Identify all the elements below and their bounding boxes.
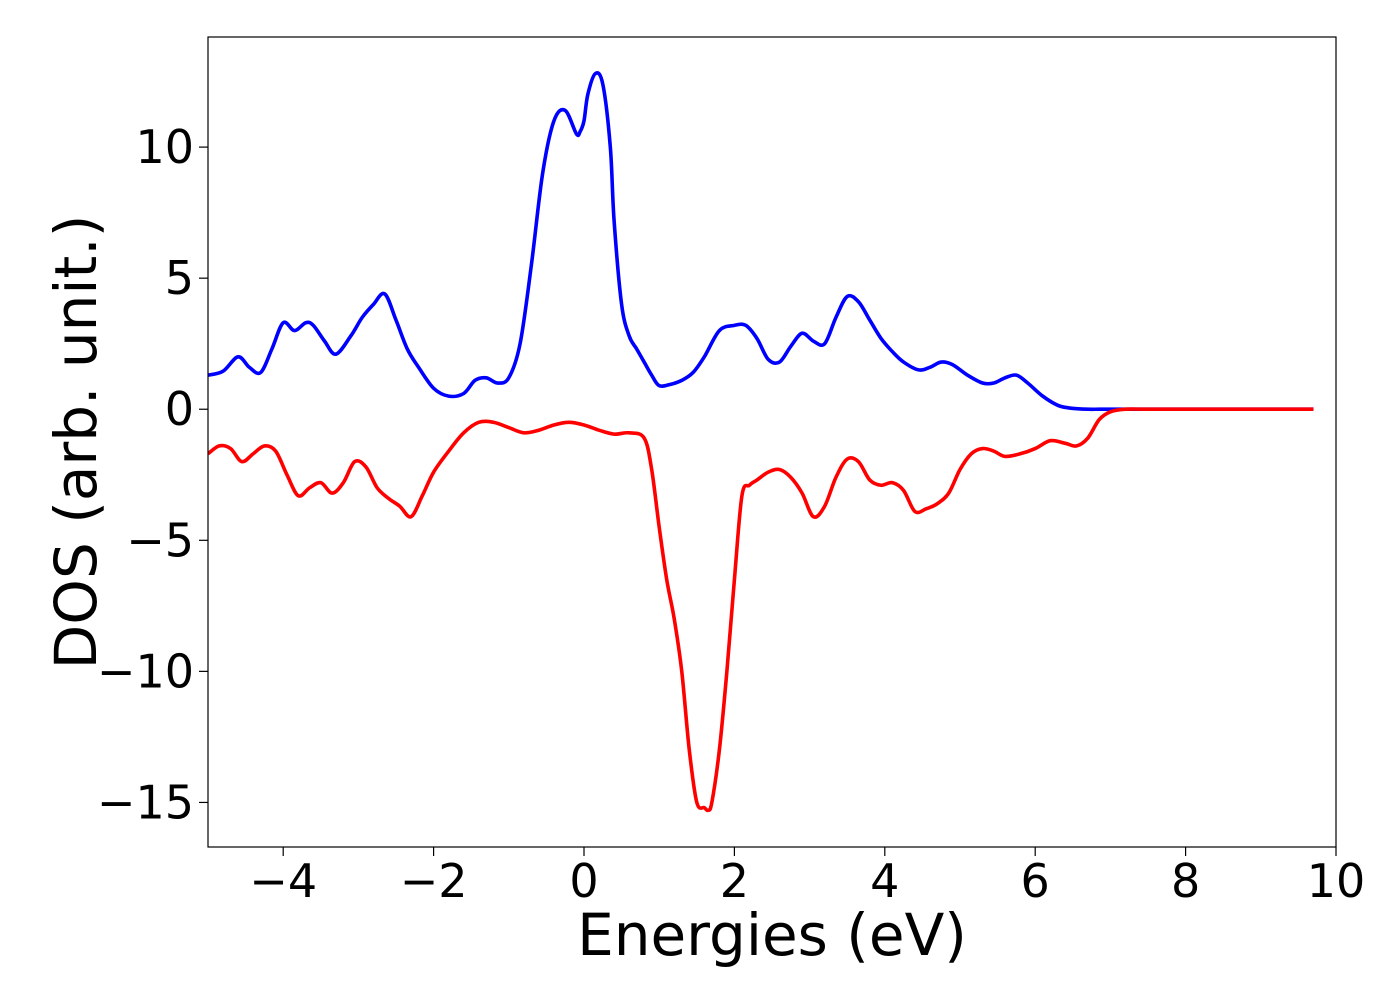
x-tick-label: 0 xyxy=(569,854,598,908)
x-axis-label: Energies (eV) xyxy=(577,901,967,969)
x-tick-label: 4 xyxy=(870,854,899,908)
x-tick-label: −4 xyxy=(249,854,317,908)
x-tick-label: 2 xyxy=(720,854,749,908)
x-tick-label: 10 xyxy=(1307,854,1366,908)
y-axis-label: DOS (arb. unit.) xyxy=(42,215,110,670)
series-line-1 xyxy=(208,71,1314,412)
y-tick-label: −5 xyxy=(126,513,194,567)
y-tick-label: 0 xyxy=(165,382,194,436)
ticks-layer: −4 −2 0 2 4 6 8 10 −15 −10 −5 0 5 10 xyxy=(97,120,1365,908)
x-tick-label: 8 xyxy=(1171,854,1200,908)
y-tick-label: 10 xyxy=(135,120,194,174)
series-layer xyxy=(208,71,1314,813)
x-tick-label: −2 xyxy=(400,854,468,908)
x-tick-label: 6 xyxy=(1021,854,1050,908)
series-line-2 xyxy=(208,407,1314,813)
plot-frame xyxy=(207,36,1337,848)
y-tick-label: 5 xyxy=(165,251,194,305)
y-tick-label: −15 xyxy=(97,775,194,829)
y-tick-label: −10 xyxy=(97,644,194,698)
